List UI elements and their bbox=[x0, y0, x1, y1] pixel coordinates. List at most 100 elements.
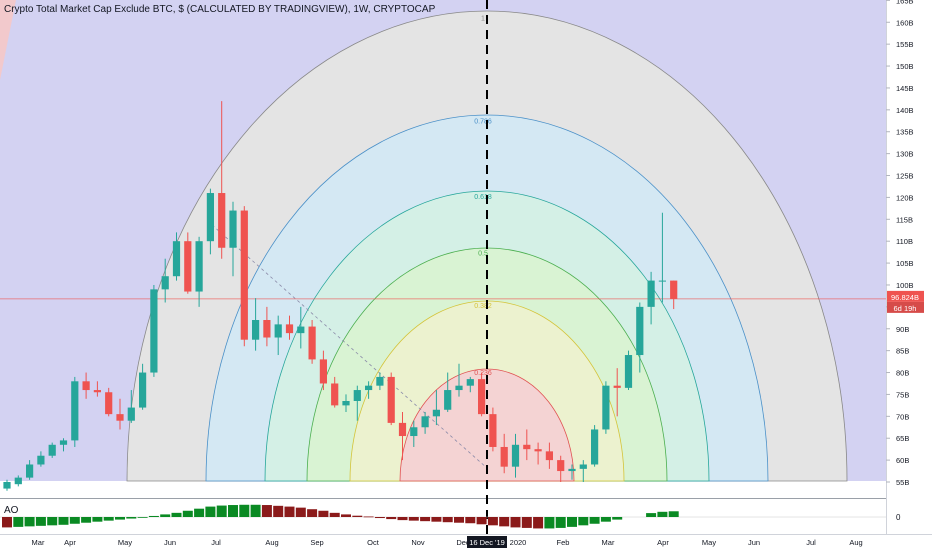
candle bbox=[670, 280, 678, 310]
candle bbox=[398, 411, 407, 461]
time-tick-label: Aug bbox=[849, 538, 862, 547]
ao-bar bbox=[612, 517, 623, 520]
candle-body bbox=[624, 355, 633, 388]
ao-bar bbox=[386, 517, 397, 520]
crosshair-date-label: 16 Dec '19 bbox=[469, 538, 505, 547]
ao-bar bbox=[578, 517, 589, 526]
time-axis-bg bbox=[0, 534, 932, 550]
ao-bar bbox=[420, 517, 431, 522]
ao-bar bbox=[205, 506, 216, 517]
candle-body bbox=[105, 392, 113, 415]
ao-bar bbox=[228, 505, 238, 517]
candle-body bbox=[432, 409, 440, 417]
candle-body bbox=[331, 383, 339, 406]
candle bbox=[26, 460, 34, 480]
ao-bar bbox=[284, 506, 295, 517]
candle bbox=[455, 363, 463, 397]
ao-bar bbox=[2, 517, 12, 528]
candle-body bbox=[489, 414, 497, 447]
candle bbox=[105, 387, 113, 417]
price-tick-label: 160B bbox=[896, 18, 914, 27]
candle-body bbox=[636, 306, 644, 356]
ao-zero-label: 0 bbox=[896, 513, 901, 522]
candle bbox=[252, 298, 260, 351]
ao-bar bbox=[216, 505, 227, 517]
candle bbox=[545, 442, 553, 469]
time-tick-label: Jul bbox=[211, 538, 221, 547]
fib-arc-label: 0.786 bbox=[474, 119, 492, 126]
price-tick-label: 110B bbox=[896, 237, 913, 246]
candle bbox=[71, 376, 79, 447]
price-tick-label: 125B bbox=[896, 172, 914, 181]
price-tick-label: 90B bbox=[896, 325, 909, 334]
candle-body bbox=[71, 381, 79, 441]
candle bbox=[353, 385, 361, 421]
candle-body bbox=[308, 326, 316, 360]
candle bbox=[150, 284, 158, 377]
candle-body bbox=[545, 451, 553, 461]
time-tick-label: Nov bbox=[411, 538, 425, 547]
candle bbox=[59, 438, 68, 452]
candle-body bbox=[37, 455, 45, 465]
candles bbox=[3, 101, 678, 491]
candle-body bbox=[150, 289, 158, 373]
ao-bar bbox=[363, 516, 374, 518]
fib-arc-label: 0.382 bbox=[474, 303, 492, 310]
ao-bar bbox=[374, 517, 385, 519]
symbol-title: Crypto Total Market Cap Exclude BTC, $ (… bbox=[4, 4, 436, 15]
candle-body bbox=[500, 446, 508, 467]
ao-bar bbox=[431, 517, 442, 522]
candle bbox=[274, 315, 282, 356]
price-tick-label: 165B bbox=[896, 0, 914, 5]
candle bbox=[365, 381, 373, 399]
candle-body bbox=[568, 468, 576, 472]
candle bbox=[523, 429, 531, 461]
ao-bar bbox=[408, 517, 419, 521]
candle bbox=[206, 188, 214, 255]
ao-bar bbox=[250, 504, 261, 517]
candle bbox=[432, 390, 440, 426]
candle-body bbox=[3, 482, 11, 489]
ao-bar bbox=[171, 512, 182, 517]
ao-bar bbox=[47, 517, 58, 526]
ao-bar bbox=[81, 517, 92, 523]
ao-bar bbox=[544, 517, 555, 529]
candle-body bbox=[365, 385, 373, 391]
candle bbox=[534, 442, 542, 465]
candle-body bbox=[319, 359, 327, 384]
candle bbox=[591, 425, 599, 467]
candle bbox=[658, 212, 666, 303]
candle bbox=[602, 381, 610, 434]
time-tick-label: Mar bbox=[602, 538, 615, 547]
ao-bar bbox=[510, 517, 521, 528]
candle bbox=[331, 376, 339, 408]
candle bbox=[3, 479, 11, 491]
price-tick-label: 140B bbox=[896, 106, 914, 115]
ao-bar bbox=[35, 517, 46, 526]
price-tick-label: 155B bbox=[896, 40, 914, 49]
time-tick-label: Aug bbox=[265, 538, 278, 547]
ao-indicator-label[interactable]: AO bbox=[4, 505, 19, 516]
ao-bar bbox=[476, 517, 487, 525]
candle bbox=[444, 372, 452, 412]
candle-body bbox=[670, 280, 678, 299]
candle bbox=[568, 464, 576, 480]
price-tick-label: 130B bbox=[896, 150, 914, 159]
candle-body bbox=[444, 390, 452, 410]
ao-bar bbox=[92, 517, 103, 522]
price-tick-label: 135B bbox=[896, 128, 914, 137]
current-price-label: 96.824B bbox=[891, 293, 919, 302]
price-tick-label: 55B bbox=[896, 478, 909, 487]
candle bbox=[297, 306, 305, 349]
candle-body bbox=[116, 414, 124, 421]
candle bbox=[624, 350, 633, 391]
ao-bar bbox=[239, 504, 250, 517]
price-axis-bg bbox=[886, 0, 932, 550]
ao-bar bbox=[521, 517, 532, 528]
candle-body bbox=[252, 320, 260, 340]
ao-bar bbox=[600, 517, 611, 522]
candle bbox=[82, 372, 90, 399]
ao-bar bbox=[69, 517, 80, 524]
